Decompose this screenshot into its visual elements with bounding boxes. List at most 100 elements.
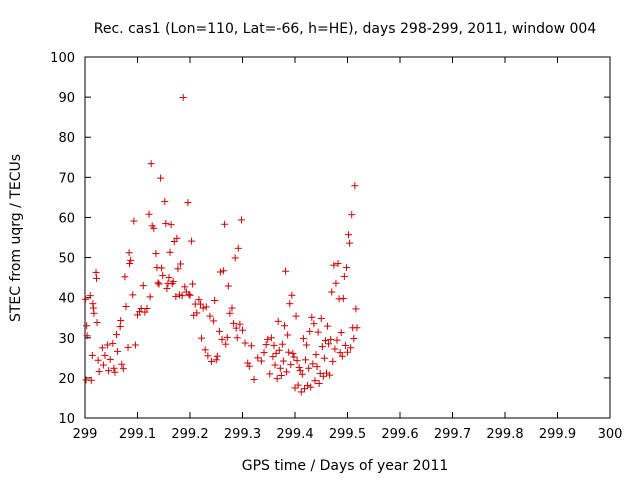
data-point [267, 334, 275, 342]
data-point [278, 340, 286, 348]
data-point [292, 312, 300, 320]
data-point [202, 303, 210, 311]
data-point [310, 320, 318, 328]
data-point [172, 292, 180, 300]
data-point [237, 216, 245, 224]
x-tick-label: 299.3 [224, 427, 261, 442]
data-point [105, 367, 113, 375]
data-point [211, 296, 219, 304]
data-point [116, 323, 124, 331]
data-point [216, 268, 224, 276]
data-point [315, 380, 323, 388]
data-point [90, 309, 98, 317]
data-point [145, 210, 153, 218]
data-point [204, 352, 212, 360]
data-point [352, 305, 360, 313]
data-point [333, 336, 341, 344]
data-point [101, 351, 109, 359]
data-point [313, 363, 321, 371]
x-axis-label: GPS time / Days of year 2011 [242, 458, 449, 474]
data-point [276, 364, 284, 372]
data-point [331, 345, 339, 353]
data-point [119, 365, 127, 373]
x-tick-label: 299.5 [329, 427, 366, 442]
data-point [165, 274, 173, 282]
data-point [294, 381, 302, 389]
data-point [306, 327, 314, 335]
data-point [332, 279, 340, 287]
data-point [274, 317, 282, 325]
data-point [299, 335, 307, 343]
data-point [309, 360, 317, 368]
data-point [288, 291, 296, 299]
data-point [305, 364, 313, 372]
data-point [289, 349, 297, 357]
x-tick-label: 299.1 [119, 427, 156, 442]
data-point [177, 260, 185, 268]
data-point [269, 353, 277, 361]
data-point [212, 356, 220, 364]
data-point [198, 334, 206, 342]
data-point [169, 278, 177, 286]
y-tick-label: 30 [58, 332, 75, 347]
data-point [241, 339, 249, 347]
data-point [326, 371, 334, 379]
data-point [155, 280, 163, 288]
y-tick-label: 20 [58, 372, 75, 387]
data-point [157, 174, 165, 182]
data-point [206, 312, 214, 320]
data-point [106, 355, 114, 363]
y-axis-label: STEC from uqrg / TECUs [8, 154, 24, 322]
x-tick-label: 299.9 [539, 427, 576, 442]
data-point [304, 382, 312, 390]
x-tick-label: 299.4 [276, 427, 313, 442]
data-point [114, 347, 122, 355]
data-point [338, 352, 346, 360]
data-point [184, 199, 192, 207]
data-point [152, 250, 160, 258]
data-point [124, 343, 132, 351]
x-tick-label: 299 [73, 427, 98, 442]
data-point [197, 300, 204, 308]
x-tick-label: 299.2 [171, 427, 208, 442]
data-point [337, 329, 345, 337]
data-point [328, 288, 336, 296]
data-point [188, 237, 196, 245]
data-point [147, 160, 155, 168]
data-point [297, 388, 305, 396]
data-point [89, 300, 97, 308]
data-point [121, 273, 129, 281]
data-point [327, 335, 335, 343]
data-point [146, 293, 154, 301]
data-point [130, 217, 138, 225]
data-point [232, 324, 240, 332]
data-point [208, 357, 216, 365]
data-point [88, 351, 96, 359]
data-point [317, 315, 325, 323]
data-point [117, 317, 125, 325]
axis-ticks [84, 56, 611, 419]
data-point [234, 244, 242, 252]
data-point [87, 376, 95, 384]
data-point [344, 348, 351, 356]
data-point [303, 341, 311, 349]
data-point [122, 302, 130, 310]
data-point [163, 284, 171, 292]
data-point [290, 353, 298, 361]
data-point [143, 304, 151, 312]
data-point [186, 291, 194, 299]
data-point [307, 383, 315, 391]
data-point [222, 340, 230, 348]
data-point [298, 370, 306, 378]
data-point [277, 371, 285, 379]
data-point [174, 265, 182, 273]
y-tick-label: 70 [58, 171, 75, 186]
data-point [233, 334, 241, 342]
data-point [295, 363, 303, 371]
data-point [286, 300, 294, 308]
data-point [185, 290, 193, 298]
data-point [126, 260, 134, 268]
y-tick-label: 60 [58, 211, 75, 226]
data-point [345, 231, 353, 239]
data-point [271, 361, 279, 369]
